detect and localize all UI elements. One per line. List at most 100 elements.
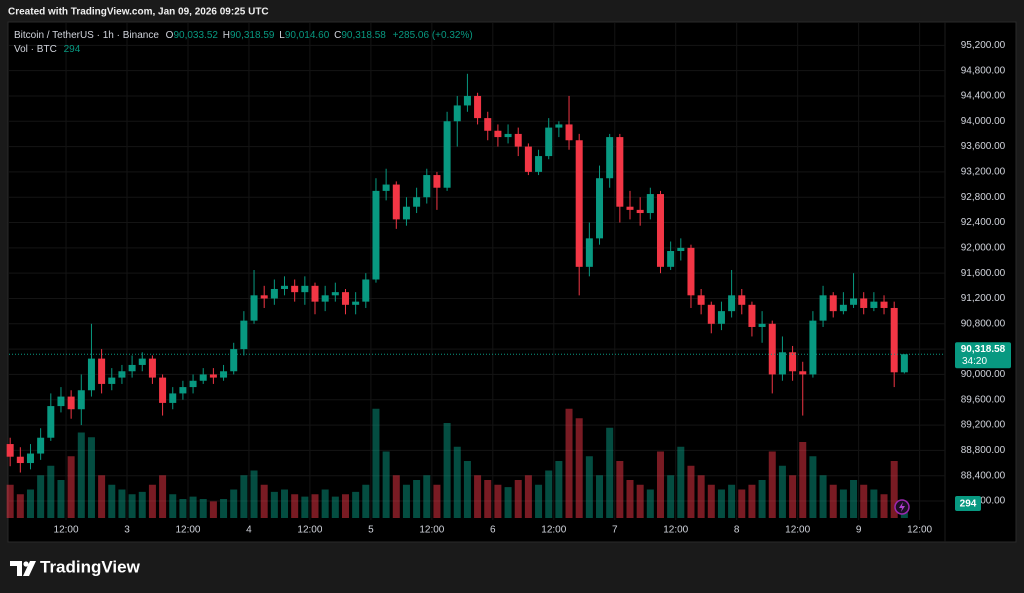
legend-symbol: Bitcoin / TetherUS · 1h · Binance	[14, 30, 159, 41]
candle-body	[260, 295, 268, 299]
candle-body	[565, 124, 573, 141]
candle-body	[443, 121, 451, 188]
volume-bar	[260, 484, 268, 518]
y-tick-label: 91,200.00	[961, 293, 1006, 304]
lightning-icon[interactable]	[894, 499, 910, 515]
legend-value: 90,033.52	[173, 30, 218, 41]
candle-body	[87, 358, 95, 391]
logo-mark	[10, 561, 22, 576]
candle-body	[128, 364, 136, 372]
brand-logo: TradingView	[10, 557, 141, 576]
volume-bar	[758, 480, 766, 518]
volume-bar	[443, 423, 451, 518]
volume-bar	[331, 496, 339, 518]
volume-bar	[484, 480, 492, 518]
volume-bar	[423, 475, 431, 518]
candle-body	[311, 285, 319, 302]
volume-bar	[209, 501, 217, 518]
volume-bar	[565, 408, 573, 518]
volume-bar	[687, 465, 695, 518]
candle-body	[819, 295, 827, 321]
candle-body	[240, 320, 248, 350]
volume-bar	[799, 442, 807, 518]
volume-bar	[778, 465, 786, 518]
candle-body	[77, 390, 85, 410]
candle-body	[890, 307, 898, 373]
y-tick-label: 90,000.00	[961, 369, 1006, 380]
volume-bar	[474, 475, 482, 518]
volume-bar	[535, 484, 543, 518]
y-tick-label: 88,000.00	[961, 496, 1006, 507]
candle-body	[636, 209, 644, 214]
x-tick-label: 12:00	[175, 525, 200, 536]
x-tick-label: 9	[856, 525, 862, 536]
volume-bar	[250, 470, 258, 518]
volume-bar	[463, 461, 471, 518]
x-tick-label: 12:00	[907, 525, 932, 536]
volume-bar	[47, 465, 55, 518]
candle-body	[768, 323, 776, 375]
volume-bar	[270, 491, 278, 518]
volume-bar	[860, 484, 868, 518]
candle-body	[108, 377, 116, 384]
legend-value: 90,014.60	[285, 30, 330, 41]
candle-body	[850, 298, 858, 305]
candle-body	[728, 295, 736, 312]
candle-layer	[6, 73, 908, 473]
candle-body	[331, 292, 339, 296]
legend: Bitcoin / TetherUS · 1h · Binance O90,03…	[14, 30, 473, 41]
candle-body	[606, 137, 614, 179]
candle-body	[717, 311, 725, 324]
volume-bar	[504, 487, 512, 518]
legend-label: L	[279, 30, 285, 41]
countdown-label: 34:20	[962, 356, 987, 367]
y-tick-label: 92,800.00	[961, 192, 1006, 203]
volume-bar	[230, 489, 238, 518]
y-tick-label: 94,000.00	[961, 116, 1006, 127]
candle-body	[179, 387, 187, 394]
volume-bar	[555, 461, 563, 518]
volume-bar	[311, 494, 319, 518]
legend-label: H	[223, 30, 230, 41]
volume-legend-value: 294	[64, 44, 81, 55]
candle-body	[829, 295, 837, 312]
volume-bar	[159, 475, 167, 518]
y-tick-label: 93,200.00	[961, 167, 1006, 178]
candle-body	[463, 95, 471, 106]
volume-bar	[717, 489, 725, 518]
volume-legend: Vol · BTC 294	[14, 44, 81, 55]
volume-bar	[402, 484, 410, 518]
volume-bar	[301, 496, 309, 518]
candle-body	[148, 358, 156, 378]
volume-bar	[839, 489, 847, 518]
candle-body	[484, 118, 492, 131]
volume-bar	[26, 489, 34, 518]
x-tick-label: 12:00	[541, 525, 566, 536]
candle-body	[413, 197, 421, 207]
candle-body	[677, 247, 685, 252]
volume-bar	[514, 480, 522, 518]
candle-body	[870, 301, 878, 308]
volume-bar	[108, 484, 116, 518]
volume-bar	[362, 484, 370, 518]
candle-body	[799, 371, 807, 375]
legend-label: O	[166, 30, 174, 41]
y-tick-label: 94,400.00	[961, 91, 1006, 102]
candle-body	[778, 352, 786, 375]
volume-bar	[352, 491, 360, 518]
candle-body	[189, 380, 197, 388]
candle-body	[230, 349, 238, 372]
x-tick-label: 3	[124, 525, 130, 536]
volume-bar	[118, 489, 126, 518]
candle-body	[839, 304, 847, 312]
volume-bar	[707, 484, 715, 518]
candle-body	[281, 285, 289, 289]
last-price-tag	[955, 342, 1011, 369]
volume-bar	[240, 475, 248, 518]
candle-body	[494, 130, 502, 138]
y-tick-label: 94,800.00	[961, 65, 1006, 76]
volume-bar	[98, 475, 106, 518]
